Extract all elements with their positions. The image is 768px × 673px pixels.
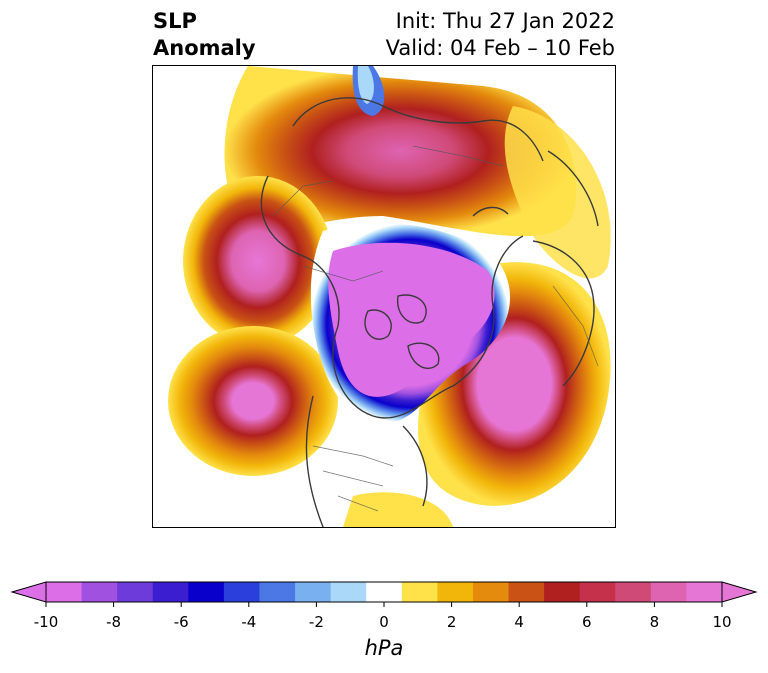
map-dates: Init: Thu 27 Jan 2022 Valid: 04 Feb – 10… [386, 8, 615, 62]
colorbar-extend-high [721, 581, 758, 603]
colorbar-tick-label: 2 [446, 613, 457, 631]
title-field-kind: Anomaly [153, 36, 256, 60]
siberia-high [224, 66, 577, 237]
colorbar-swatch [472, 582, 510, 602]
borders [272, 145, 599, 512]
colorbar-tick-label: -2 [308, 613, 324, 631]
colorbar-tick-label: 4 [514, 613, 524, 631]
colorbar-tick-label: 8 [649, 613, 660, 631]
colorbar-swatch [152, 582, 189, 602]
scandinavia-fringe [504, 106, 611, 279]
us-fringe [343, 492, 453, 527]
colorbar-tick-label: -4 [241, 613, 257, 631]
colorbar-tick-label: -10 [33, 613, 59, 631]
colorbar-swatch [579, 582, 616, 602]
colorbar-swatch [401, 582, 438, 602]
colorbar-tick-label: 10 [712, 613, 732, 631]
colorbar-swatch [650, 582, 687, 602]
colorbar-swatch [223, 582, 260, 602]
colorbar-extend-low [10, 581, 47, 603]
colorbar [10, 581, 758, 607]
colorbar-swatch [295, 582, 332, 602]
norway-low-fringe [357, 66, 374, 104]
colorbar-swatch [508, 582, 545, 602]
init-date: Init: Thu 27 Jan 2022 [395, 9, 615, 33]
valid-range: Valid: 04 Feb – 10 Feb [385, 36, 615, 60]
map-title: SLP Anomaly [153, 8, 256, 62]
colorbar-tick-label: -6 [173, 613, 189, 631]
title-field-name: SLP [153, 9, 197, 33]
colorbar-units: hPa [364, 636, 404, 660]
colorbar-tick-label: 6 [582, 613, 592, 631]
colorbar-tick-label: -8 [106, 613, 122, 631]
anomaly-map-canvas [168, 66, 611, 527]
colorbar-swatch [437, 582, 474, 602]
arctic-low-core [328, 242, 495, 397]
colorbar-swatch [81, 582, 118, 602]
colorbar-swatch [330, 582, 367, 602]
colorbar-swatch [366, 582, 403, 602]
colorbar-swatch [117, 582, 154, 602]
colorbar-swatch [46, 582, 83, 602]
asia-high [183, 176, 333, 346]
coastlines [260, 97, 599, 527]
colorbar-tick-label: 0 [379, 613, 389, 631]
colorbar-swatch [188, 582, 225, 602]
colorbar-swatch [615, 582, 652, 602]
anomaly-map [152, 65, 616, 528]
colorbar-swatch [686, 582, 723, 602]
colorbar-swatch [259, 582, 296, 602]
colorbar-swatch [544, 582, 581, 602]
pacific-high [168, 326, 338, 476]
